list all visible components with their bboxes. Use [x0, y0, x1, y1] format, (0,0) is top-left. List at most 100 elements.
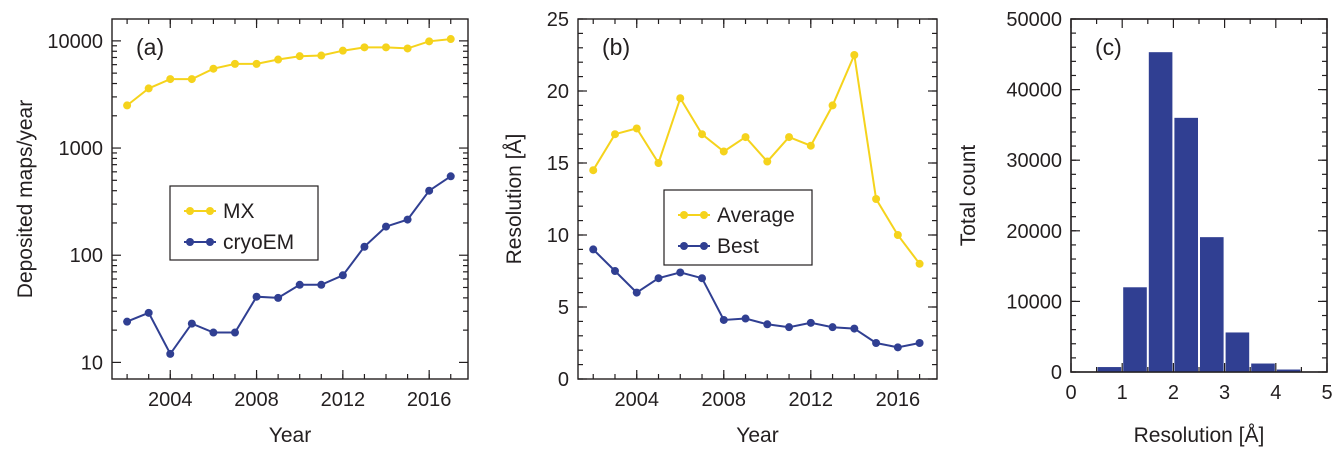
y-tick-label: 20000: [1006, 221, 1062, 243]
data-point-average: [589, 166, 598, 175]
y-tick-label: 5: [558, 297, 569, 319]
y-tick-label: 100: [70, 245, 103, 267]
series-line-best: [592, 248, 920, 349]
panel-a: 10 100 1000 10000 2004 2008 2012 2016 (a) Year Dep…: [14, 18, 469, 447]
data-point-cryoem: [317, 280, 326, 289]
legend-swatch-marker: [206, 238, 214, 246]
x-axis-title: Year: [736, 424, 778, 447]
x-tick-label: 2008: [234, 389, 279, 411]
data-point-mx: [446, 35, 455, 44]
histogram-bar: [1097, 367, 1122, 372]
series-line-mx: [126, 38, 451, 107]
panel-label: (a): [136, 34, 164, 60]
data-point-cryoem: [187, 319, 196, 328]
data-point-best: [698, 274, 707, 283]
data-point-cryoem: [123, 317, 132, 326]
x-tick-label: 0: [1065, 382, 1076, 404]
series-line-cryoem: [126, 175, 452, 356]
data-point-cryoem: [425, 186, 434, 195]
data-point-mx: [187, 75, 196, 84]
plot-frame-overlay: [1070, 18, 1328, 373]
y-tick-label: 10: [547, 225, 569, 247]
x-tick-label: 2016: [407, 389, 452, 411]
legend-label: Average: [717, 204, 795, 227]
data-point-mx: [252, 59, 261, 68]
data-point-best: [610, 267, 619, 275]
data-point-best: [676, 268, 685, 277]
y-tick-label: 10000: [1006, 291, 1062, 313]
data-point-average: [872, 195, 881, 203]
legend-box: [169, 185, 319, 261]
data-point-mx: [317, 51, 326, 60]
histogram-bar: [1225, 332, 1250, 372]
data-point-best: [915, 339, 924, 347]
data-point-average: [763, 157, 772, 166]
data-point-best: [741, 314, 750, 323]
x-tick-label: 5: [1321, 382, 1332, 404]
plot-frame: [1070, 18, 1328, 373]
y-tick-label: 10: [81, 352, 103, 374]
panel-label: (c): [1095, 34, 1122, 60]
panel-c: 0 10000 20000 30000 40000 50000 0 1 2 3 4 5 (c) Resol…: [957, 9, 1333, 447]
data-point-best: [850, 324, 859, 333]
plot-frame: [577, 18, 938, 380]
x-axis-title: Resolution [Å]: [1134, 424, 1265, 447]
data-point-cryoem: [230, 328, 239, 337]
data-point-cryoem: [252, 292, 261, 301]
series-line-average: [592, 51, 921, 265]
histogram-bar: [1148, 52, 1173, 372]
data-point-cryoem: [144, 308, 153, 317]
x-tick-label: 2012: [789, 389, 834, 411]
data-point-mx: [295, 52, 304, 61]
data-point-average: [893, 231, 902, 239]
data-point-average: [785, 133, 794, 142]
data-point-best: [806, 318, 815, 327]
histogram-bar: [1200, 237, 1224, 372]
y-axis-title: Deposited maps/year: [14, 100, 37, 298]
plot-frame: [111, 18, 469, 380]
data-point-cryoem: [403, 215, 412, 224]
y-tick-label: 0: [558, 369, 569, 391]
x-axis-title: Year: [269, 424, 311, 447]
legend-label: MX: [223, 200, 255, 223]
x-tick-label: 2: [1168, 382, 1179, 404]
panel-label: (b): [602, 34, 630, 60]
data-point-cryoem: [166, 349, 175, 358]
legend-box: [663, 189, 813, 266]
data-point-mx: [425, 37, 434, 46]
x-tick-label: 1: [1117, 382, 1128, 404]
y-tick-label: 15: [547, 153, 569, 175]
data-point-mx: [382, 43, 391, 52]
y-tick-label: 10000: [47, 31, 103, 53]
data-point-best: [893, 343, 902, 352]
data-point-best: [654, 274, 663, 283]
x-tick-label: 2004: [148, 389, 193, 411]
x-tick-label: 4: [1270, 382, 1281, 404]
data-point-average: [610, 130, 619, 139]
data-point-average: [915, 259, 924, 268]
data-point-mx: [360, 43, 369, 52]
x-tick-label: 2016: [876, 389, 921, 411]
histogram-bar: [1123, 287, 1147, 372]
x-tick-label: 2008: [702, 389, 747, 411]
histogram-bar: [1276, 369, 1301, 372]
histogram-bar: [1174, 117, 1198, 372]
data-point-cryoem: [338, 271, 347, 280]
legend-swatch-marker: [186, 238, 194, 246]
data-point-cryoem: [446, 172, 455, 181]
data-point-mx: [230, 59, 239, 68]
data-point-best: [719, 315, 728, 324]
x-tick-label: 2012: [321, 389, 366, 411]
y-tick-label: 50000: [1006, 9, 1062, 31]
legend-swatch-marker: [700, 242, 708, 250]
legend-swatch-marker: [206, 207, 214, 215]
data-point-average: [806, 141, 815, 150]
y-axis-title: Total count: [957, 145, 980, 247]
data-point-average: [828, 101, 837, 110]
data-point-average: [850, 51, 859, 59]
data-point-average: [676, 94, 685, 103]
data-point-average: [741, 133, 750, 142]
legend-swatch-marker: [680, 211, 688, 219]
data-point-average: [698, 130, 707, 139]
